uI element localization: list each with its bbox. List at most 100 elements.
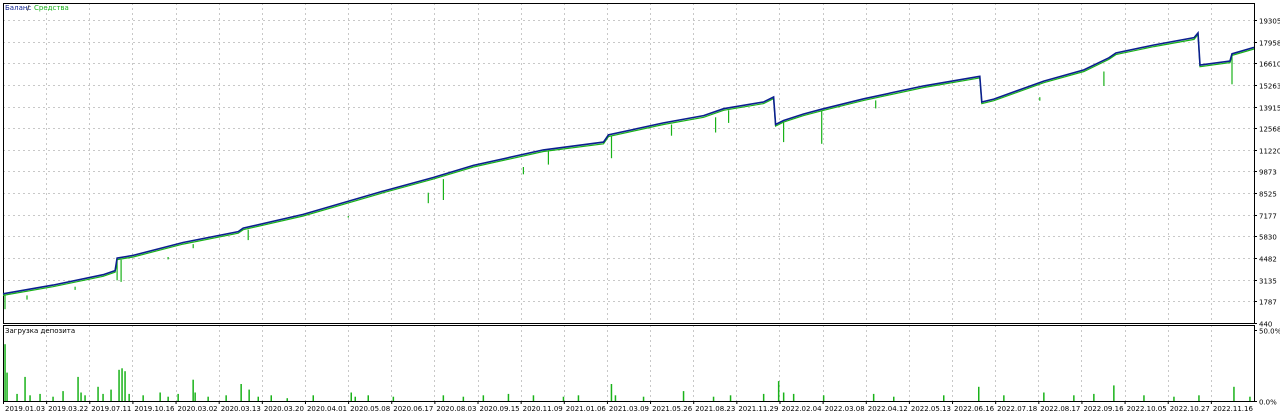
load-bar [1249,397,1251,401]
load-bar [355,397,357,401]
load-bar [62,391,64,401]
y-tick-label: 8525 [1259,191,1277,199]
load-bar [77,377,79,401]
load-bar [578,395,580,401]
load-bar [177,394,179,401]
deposit-load-title: Загрузка депозита [5,327,75,335]
y-tick-label: 5830 [1259,234,1277,242]
load-bar [393,397,395,401]
load-bar [142,395,144,401]
load-bar [118,370,120,401]
y-tick-label: 19305 [1259,18,1280,26]
load-bar [643,397,645,401]
x-tick-label: 2019.07.11 [91,405,131,413]
y-tick-label: 4482 [1259,256,1277,264]
load-bar [943,395,945,401]
x-tick-label: 2022.10.27 [1170,405,1210,413]
load-bar [351,393,353,402]
y-tick-label: 50.0% [1259,328,1280,336]
load-bar [128,394,130,401]
x-tick-label: 2021.11.29 [738,405,778,413]
x-tick-label: 2022.04.12 [868,405,908,413]
load-frame [4,326,1255,402]
load-bar [508,394,510,401]
load-bar [443,395,445,401]
load-bar [102,394,104,401]
load-bar [463,397,465,401]
load-bar [39,394,41,401]
y-tick-label: 0.0% [1259,399,1277,407]
load-bar [16,394,18,401]
load-bar [121,368,123,401]
load-bar [713,397,715,401]
load-bar [207,397,209,401]
y-tick-label: 13915 [1259,105,1280,113]
x-tick-label: 2022.08.17 [1040,405,1080,413]
load-bar [778,381,780,401]
load-bar [793,394,795,401]
load-bar [124,371,126,401]
load-bar [533,395,535,401]
load-bar [248,390,250,401]
x-tick-label: 2020.03.02 [178,405,218,413]
load-bar [167,397,169,401]
x-tick-label: 2022.06.16 [954,405,995,413]
x-tick-label: 2020.09.15 [480,405,520,413]
load-bar [110,390,112,401]
load-bar [1233,387,1235,401]
y-tick-label: 15263 [1259,83,1280,91]
load-bar [873,394,875,401]
x-tick-label: 2019.01.03 [5,405,45,413]
load-bar [1073,395,1075,401]
load-bar [730,395,732,401]
load-bar [313,395,315,401]
legend-equity-label: Средства [34,4,69,12]
x-tick-label: 2019.10.16 [134,405,175,413]
x-tick-label: 2020.06.17 [393,405,433,413]
load-bar [52,397,54,401]
load-bar [893,397,895,401]
x-tick-label: 2021.01.06 [566,405,607,413]
load-bar [80,393,82,402]
main-frame [4,4,1255,324]
load-bar [24,377,26,401]
x-tick-label: 2020.08.03 [436,405,476,413]
load-bar [225,395,227,401]
x-tick-label: 2020.11.09 [523,405,563,413]
load-bar [271,395,273,401]
load-bar [159,393,161,402]
x-tick-label: 2021.08.23 [695,405,735,413]
x-tick-label: 2022.07.18 [997,405,1037,413]
load-bar [763,394,765,401]
x-tick-label: 2019.03.22 [48,405,88,413]
x-tick-label: 2020.03.13 [221,405,261,413]
load-bar [483,395,485,401]
x-tick-label: 2022.05.13 [911,405,951,413]
x-tick-label: 2022.09.16 [1083,405,1124,413]
y-tick-label: 7177 [1259,213,1277,221]
load-bar [615,395,617,401]
load-bar [1113,385,1115,401]
y-tick-label: 11220 [1259,148,1280,156]
load-bar [611,384,613,401]
x-tick-label: 2020.04.01 [307,405,347,413]
load-bar [287,398,289,401]
y-tick-label: 17958 [1259,40,1280,48]
load-bar [1173,397,1175,401]
x-tick-label: 2021.05.26 [652,405,693,413]
x-tick-label: 2020.05.08 [350,405,390,413]
deposit-load-panel: 50.0% 0.0% [4,325,1280,407]
y-tick-label: 12568 [1259,126,1280,134]
equity-line [3,35,1254,296]
y-tick-label: 3135 [1259,278,1277,286]
y-tick-label: 16610 [1259,61,1280,69]
balance-line [3,33,1254,294]
load-bar [29,395,31,401]
x-tick-label: 2022.10.05 [1127,405,1167,413]
load-bar [1093,394,1095,401]
load-bar [4,344,6,401]
load-bar [258,397,260,401]
load-bar [97,387,99,401]
